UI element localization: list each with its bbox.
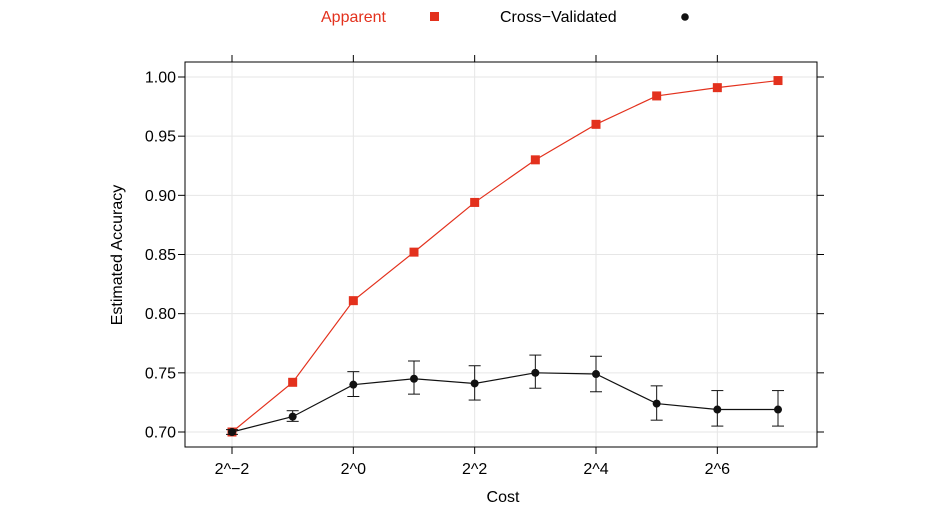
grid [185, 62, 817, 447]
series-cross-validated [226, 354, 784, 436]
series-apparent [227, 76, 783, 437]
y-tick-label: 0.90 [145, 188, 176, 205]
data-point-cross-validated [531, 368, 540, 377]
x-axis-label: Cost [487, 489, 520, 506]
y-tick-label: 0.70 [145, 425, 176, 442]
data-point-apparent [652, 91, 662, 101]
legend-label-apparent: Apparent [321, 9, 386, 26]
x-tick-label: 2^−2 [215, 461, 250, 478]
data-point-apparent [348, 296, 358, 306]
legend-label-cross-validated: Cross−Validated [500, 9, 617, 26]
data-point-cross-validated [652, 399, 661, 408]
x-tick-label: 2^2 [462, 461, 487, 478]
data-point-cross-validated [592, 370, 600, 379]
data-point-apparent [288, 377, 298, 387]
series-line-apparent [231, 79, 779, 433]
y-tick-label: 0.85 [145, 247, 176, 264]
x-tick-label: 2^6 [705, 461, 730, 478]
series-line-cross-validated [231, 372, 778, 433]
data-point-apparent [530, 155, 540, 165]
y-tick-label: 0.75 [145, 365, 176, 382]
data-point-apparent [409, 247, 419, 257]
data-point-cross-validated [713, 405, 722, 414]
legend: Apparent Cross−Validated [321, 9, 689, 26]
x-tick-label: 2^4 [583, 461, 608, 478]
data-point-cross-validated [774, 405, 782, 414]
legend-marker-cross-validated [681, 13, 689, 21]
series-layer [226, 76, 784, 437]
data-point-apparent [470, 197, 480, 207]
data-point-apparent [591, 119, 601, 129]
data-point-cross-validated [410, 374, 418, 383]
y-tick-label: 0.95 [145, 129, 176, 146]
x-tick-label: 2^0 [341, 461, 366, 478]
legend-marker-apparent [430, 12, 439, 21]
y-tick-label: 1.00 [145, 70, 176, 87]
axis-ticks: 2^−2 2^0 2^2 2^4 2^6 0.70 0.75 0.80 0.85 0.90 0.95… [145, 55, 824, 478]
data-point-apparent [773, 76, 783, 86]
data-point-cross-validated [228, 428, 236, 436]
data-point-cross-validated [288, 412, 297, 421]
data-point-cross-validated [349, 380, 358, 389]
y-tick-label: 0.80 [145, 306, 176, 323]
data-point-cross-validated [470, 379, 479, 388]
data-point-apparent [712, 83, 722, 93]
y-axis-label: Estimated Accuracy [109, 185, 126, 326]
